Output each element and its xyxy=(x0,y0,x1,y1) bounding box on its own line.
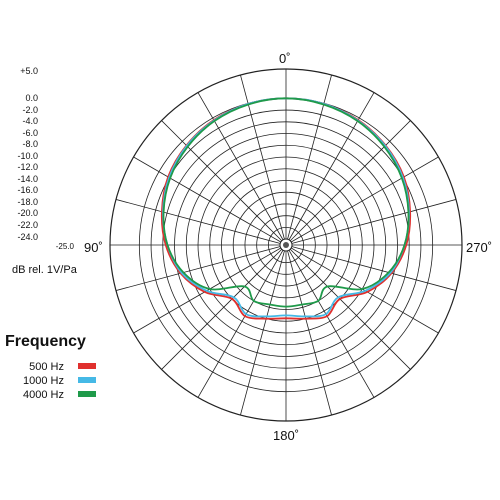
legend-item: 500 Hz xyxy=(0,361,96,374)
legend-item: 4000 Hz xyxy=(0,389,96,402)
scale-label: -16.0 xyxy=(17,185,38,195)
grid-spoke xyxy=(285,92,375,246)
legend-label: 500 Hz xyxy=(29,361,64,373)
scale-label: -25.0 xyxy=(55,242,74,251)
scale-label: -10.0 xyxy=(17,151,38,161)
hub-dot xyxy=(283,242,289,248)
series-line-4000-hz xyxy=(162,97,410,308)
angle-label-90: 90˚ xyxy=(84,240,103,255)
angle-label-270: 270˚ xyxy=(466,240,493,255)
legend-title: Frequency xyxy=(5,333,86,350)
center-hub xyxy=(279,238,293,252)
scale-label: -18.0 xyxy=(17,197,38,207)
scale-label: -4.0 xyxy=(22,116,38,126)
scale-label: -20.0 xyxy=(17,208,38,218)
legend-swatch xyxy=(78,377,96,383)
polar-grid xyxy=(109,68,463,422)
legend-swatch xyxy=(78,363,96,369)
grid-spoke xyxy=(133,156,287,246)
angle-label-180: 180˚ xyxy=(273,428,300,443)
series-line-500-hz xyxy=(160,97,412,320)
legend-item: 1000 Hz xyxy=(0,375,96,388)
grid-spoke xyxy=(197,92,287,246)
scale-label: -14.0 xyxy=(17,174,38,184)
radial-unit-label: dB rel. 1V/Pa xyxy=(12,264,77,276)
grid-spoke xyxy=(285,244,411,370)
scale-label: -8.0 xyxy=(22,139,38,149)
grid-spoke xyxy=(197,244,287,398)
legend-label: 4000 Hz xyxy=(23,389,64,401)
grid-spoke xyxy=(161,244,287,370)
scale-label: -24.0 xyxy=(17,232,38,242)
scale-label: -2.0 xyxy=(22,105,38,115)
grid-spoke xyxy=(161,120,287,246)
series-line-1000-hz xyxy=(162,97,410,318)
grid-spoke xyxy=(240,244,287,416)
scale-label: -12.0 xyxy=(17,162,38,172)
grid-spoke xyxy=(115,244,287,291)
scale-label: 0.0 xyxy=(25,93,38,103)
grid-spoke xyxy=(285,199,457,246)
angle-label-0: 0˚ xyxy=(279,51,291,66)
grid-spoke xyxy=(285,244,332,416)
scale-label: -6.0 xyxy=(22,128,38,138)
polar-curves xyxy=(160,97,412,320)
scale-label: +5.0 xyxy=(20,66,38,76)
legend-swatch xyxy=(78,391,96,397)
grid-spoke xyxy=(115,199,287,246)
scale-label: -22.0 xyxy=(17,220,38,230)
legend-label: 1000 Hz xyxy=(23,375,64,387)
grid-spoke xyxy=(285,244,457,291)
grid-spoke xyxy=(285,156,439,246)
grid-spoke xyxy=(285,120,411,246)
grid-spoke xyxy=(285,244,375,398)
